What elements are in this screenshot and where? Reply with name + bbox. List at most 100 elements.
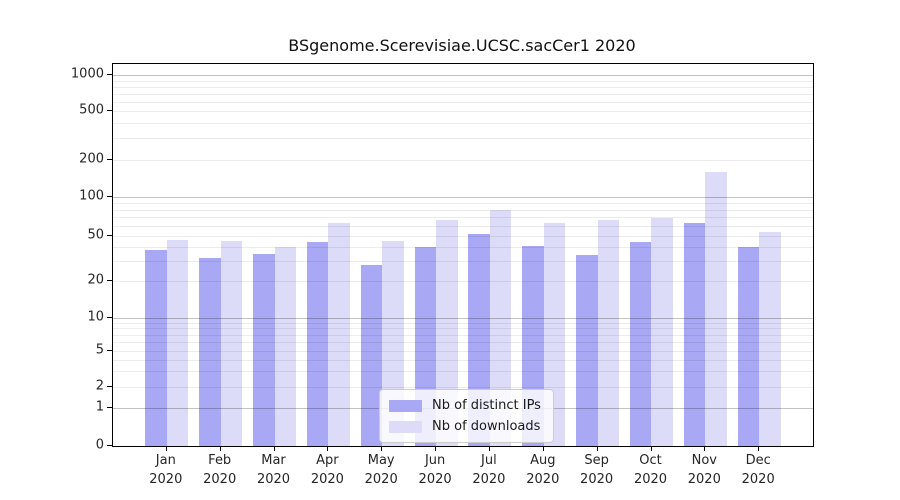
x-tick-label-jul: Jul 2020: [449, 451, 529, 489]
y-tick-label-0: 0: [95, 437, 104, 453]
legend-label-distinct-ips: Nb of distinct IPs: [432, 398, 541, 413]
x-tick-year: 2020: [310, 472, 344, 487]
bar-ips-sep: [576, 255, 598, 446]
x-tick-year: 2020: [741, 472, 775, 487]
bar-downloads-apr: [328, 223, 350, 446]
x-tick-mark-jul: [488, 446, 490, 451]
x-tick-mark-jan: [165, 446, 167, 451]
x-tick-month: Nov: [691, 453, 717, 468]
y-tick-label-2: 2: [95, 378, 104, 393]
x-tick-month: Jul: [481, 453, 497, 468]
bar-ips-nov: [683, 223, 706, 446]
bar-downloads-mar: [274, 247, 297, 446]
gridline-9: [113, 322, 813, 324]
y-tick-mark-1: [107, 407, 112, 408]
gridline-3: [113, 370, 813, 372]
x-tick-year: 2020: [633, 472, 668, 487]
y-tick-label-1: 1: [95, 399, 104, 415]
x-tick-month: Mar: [261, 453, 286, 468]
y-tick-mark-1000: [107, 74, 112, 75]
y-tick-mark-10: [107, 316, 112, 318]
gridline-200: [113, 160, 813, 161]
gridline-6: [113, 342, 813, 344]
x-tick-mark-mar: [273, 446, 275, 451]
legend: Nb of distinct IPs Nb of downloads: [379, 389, 554, 443]
x-tick-mark-feb: [219, 446, 221, 451]
x-tick-mark-jun: [435, 446, 437, 451]
x-tick-mark-aug: [542, 446, 544, 451]
x-tick-label-apr: Apr 2020: [287, 451, 367, 489]
x-tick-mark-nov: [704, 446, 706, 451]
y-tick-label-500: 500: [79, 102, 104, 118]
bar-downloads-sep: [597, 220, 620, 446]
gridline-8: [113, 328, 813, 330]
x-tick-year: 2020: [203, 472, 237, 487]
gridline-800: [113, 86, 813, 88]
x-tick-mark-oct: [650, 446, 652, 451]
gridline-70: [113, 217, 813, 219]
x-tick-month: Dec: [745, 453, 771, 468]
y-tick-mark-500: [107, 110, 112, 111]
bar-downloads-feb: [220, 241, 243, 446]
gridline-4: [113, 359, 813, 361]
gridline-10: [113, 317, 813, 319]
bar-ips-may: [360, 264, 383, 446]
x-tick-mark-may: [381, 446, 383, 451]
x-tick-label-dec: Dec 2020: [718, 451, 798, 489]
legend-row-distinct-ips: Nb of distinct IPs: [389, 398, 541, 413]
gridline-5: [113, 351, 813, 352]
x-tick-label-sep: Sep 2020: [557, 451, 637, 489]
bar-ips-jan: [145, 249, 167, 446]
x-tick-year: 2020: [364, 472, 398, 487]
x-tick-month: May: [367, 453, 395, 468]
x-tick-year: 2020: [472, 472, 506, 487]
gridline-700: [113, 93, 813, 95]
bar-downloads-jul: [489, 209, 512, 446]
x-tick-label-mar: Mar 2020: [234, 451, 314, 489]
x-tick-year: 2020: [526, 472, 560, 487]
x-tick-mark-apr: [327, 446, 329, 451]
bar-downloads-jan: [166, 240, 189, 446]
y-tick-label-10: 10: [87, 309, 104, 324]
y-tick-label-20: 20: [87, 272, 104, 288]
x-tick-label-jun: Jun 2020: [395, 451, 475, 489]
y-tick-label-100: 100: [79, 188, 104, 204]
bar-ips-mar: [253, 253, 275, 446]
bar-ips-feb: [199, 257, 221, 446]
x-tick-month: Aug: [530, 453, 556, 468]
plot-area: Nb of distinct IPs Nb of downloads: [112, 63, 814, 447]
x-tick-label-oct: Oct 2020: [611, 451, 691, 489]
x-tick-month: Sep: [584, 453, 609, 468]
y-tick-mark-100: [107, 196, 112, 197]
x-tick-label-jan: Jan 2020: [126, 451, 206, 489]
bar-downloads-nov: [705, 171, 727, 446]
y-tick-mark-50: [107, 235, 112, 236]
x-tick-label-nov: Nov 2020: [664, 451, 744, 489]
gridline-900: [113, 80, 813, 82]
gridline-60: [113, 225, 813, 227]
y-tick-mark-2: [107, 385, 112, 387]
x-tick-month: Jan: [155, 453, 176, 468]
gridline-1000: [113, 75, 813, 76]
gridline-40: [113, 247, 813, 248]
x-tick-year: 2020: [580, 472, 614, 487]
y-tick-label-5: 5: [95, 342, 104, 358]
x-tick-year: 2020: [149, 472, 183, 487]
gridline-50: [113, 236, 813, 237]
x-tick-label-aug: Aug 2020: [503, 451, 583, 489]
gridline-300: [113, 138, 813, 140]
bar-downloads-dec: [759, 231, 781, 446]
gridline-100: [113, 197, 813, 198]
chart-title: BSgenome.Scerevisiae.UCSC.sacCer1 2020: [288, 36, 636, 55]
legend-row-downloads: Nb of downloads: [389, 419, 541, 434]
x-tick-year: 2020: [256, 472, 291, 487]
y-tick-mark-0: [107, 445, 112, 446]
legend-swatch-downloads: [389, 420, 422, 433]
legend-label-downloads: Nb of downloads: [432, 419, 541, 434]
bar-ips-dec: [737, 247, 760, 446]
gridline-400: [113, 122, 813, 124]
x-tick-mark-sep: [596, 446, 598, 451]
gridline-90: [113, 202, 813, 204]
gridline-600: [113, 101, 813, 103]
